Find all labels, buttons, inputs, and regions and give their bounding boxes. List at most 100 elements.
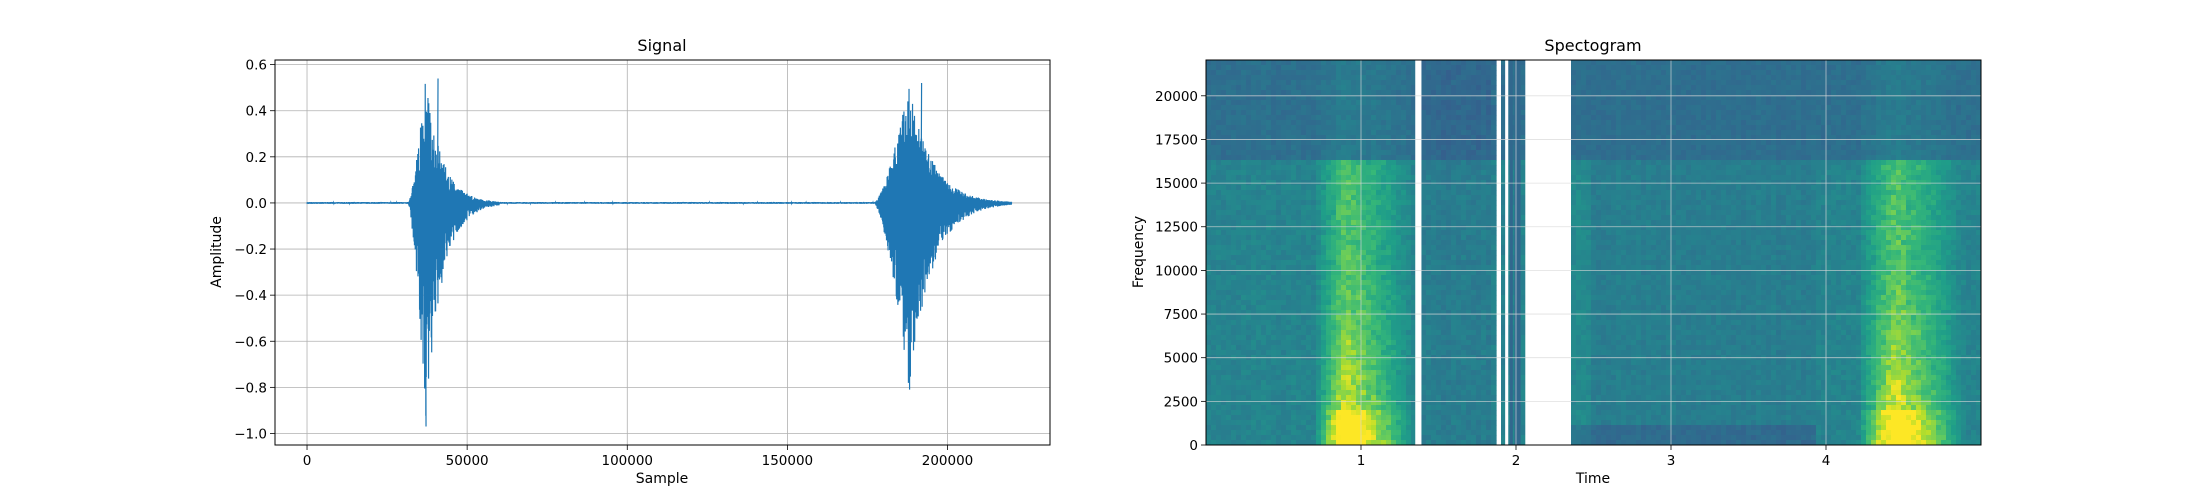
spectrogram-cell: [1351, 300, 1357, 306]
spectrogram-cell: [1286, 370, 1292, 376]
spectrogram-cell: [1506, 205, 1512, 211]
spectrogram-cell: [1281, 70, 1287, 76]
spectrogram-cell: [1376, 285, 1382, 291]
spectrogram-cell: [1421, 365, 1427, 371]
spectrogram-cell: [1341, 320, 1347, 326]
spectrogram-cell: [1321, 160, 1327, 166]
spectrogram-cell: [1366, 400, 1372, 406]
spectrogram-cell: [1521, 400, 1527, 406]
spectrogram-cell: [1326, 200, 1332, 206]
spectrogram-cell: [1216, 400, 1222, 406]
spectrogram-cell: [1501, 325, 1507, 331]
spectrogram-cell: [1311, 325, 1317, 331]
spectrogram-cell: [1281, 330, 1287, 336]
spectrogram-cell: [1326, 65, 1332, 71]
spectrogram-cell: [1206, 90, 1212, 96]
spectrogram-cell: [1331, 420, 1337, 426]
spectrogram-cell: [1316, 265, 1322, 271]
spectrogram-cell: [1321, 345, 1327, 351]
spectrogram-cell: [1361, 65, 1367, 71]
spectrogram-cell: [1231, 200, 1237, 206]
spectrogram-cell: [1376, 225, 1382, 231]
spectrogram-cell: [1326, 115, 1332, 121]
spectrogram-cell: [1381, 275, 1387, 281]
spectrogram-cell: [1356, 435, 1362, 441]
spectrogram-cell: [1371, 210, 1377, 216]
spectrogram-cell: [1226, 80, 1232, 86]
spectrogram-cell: [1251, 60, 1257, 66]
spectrogram-cell: [1426, 345, 1432, 351]
spectrogram-cell: [1376, 440, 1382, 445]
spectrogram-cell: [1371, 135, 1377, 141]
spectrogram-cell: [1381, 140, 1387, 146]
spectrogram-cell: [1371, 90, 1377, 96]
spectrogram-cell: [1321, 290, 1327, 296]
spectrogram-cell: [1471, 135, 1477, 141]
spectrogram-cell: [1386, 425, 1392, 431]
spectrogram-cell: [1506, 65, 1512, 71]
spectrogram-cell: [1401, 185, 1407, 191]
spectrogram-cell: [1491, 155, 1497, 161]
spectrogram-cell: [1306, 210, 1312, 216]
spectrogram-cell: [1391, 205, 1397, 211]
spectrogram-cell: [1521, 380, 1527, 386]
spectrogram-cell: [1286, 420, 1292, 426]
spectrogram-cell: [1476, 185, 1482, 191]
spectrogram-cell: [1576, 105, 1582, 111]
spectrogram-cell: [1486, 345, 1492, 351]
spectrogram-cell: [1261, 70, 1267, 76]
spectrogram-cell: [1356, 105, 1362, 111]
spectrogram-cell: [1451, 340, 1457, 346]
spectrogram-cell: [1281, 285, 1287, 291]
spectrogram-cell: [1461, 110, 1467, 116]
spectrogram-cell: [1466, 360, 1472, 366]
spectrogram-cell: [1406, 135, 1412, 141]
spectrogram-cell: [1266, 320, 1272, 326]
spectrogram-cell: [1421, 205, 1427, 211]
spectrogram-cell: [1251, 415, 1257, 421]
spectrogram-cell: [1366, 185, 1372, 191]
spectrogram-cell: [1321, 310, 1327, 316]
spectrogram-cell: [1486, 360, 1492, 366]
spectrogram-cell: [1271, 205, 1277, 211]
spectrogram-cell: [1466, 310, 1472, 316]
spectrogram-cell: [1451, 85, 1457, 91]
spectrogram-cell: [1406, 85, 1412, 91]
spectrogram-cell: [1351, 345, 1357, 351]
spectrogram-cell: [1211, 105, 1217, 111]
spectrogram-cell: [1271, 95, 1277, 101]
spectrogram-cell: [1486, 215, 1492, 221]
spectrogram-cell: [1366, 250, 1372, 256]
spectrogram-cell: [1341, 375, 1347, 381]
spectrogram-cell: [1501, 385, 1507, 391]
spectrogram-cell: [1376, 360, 1382, 366]
spectrogram-cell: [1406, 395, 1412, 401]
spectrogram-cell: [1321, 350, 1327, 356]
spectrogram-cell: [1356, 190, 1362, 196]
spectrogram-cell: [1481, 130, 1487, 136]
spectrogram-cell: [1431, 310, 1437, 316]
spectrogram-cell: [1351, 105, 1357, 111]
spectrogram-cell: [1576, 245, 1582, 251]
spectrogram-cell: [1206, 120, 1212, 126]
spectrogram-cell: [1256, 225, 1262, 231]
spectrogram-cell: [1371, 345, 1377, 351]
spectrogram-cell: [1366, 365, 1372, 371]
spectrogram-cell: [1446, 145, 1452, 151]
spectrogram-cell: [1406, 360, 1412, 366]
spectrogram-cell: [1506, 295, 1512, 301]
spectrogram-cell: [1286, 125, 1292, 131]
spectrogram-cell: [1216, 185, 1222, 191]
spectrogram-cell: [1206, 225, 1212, 231]
spectrogram-cell: [1311, 365, 1317, 371]
spectrogram-cell: [1571, 350, 1577, 356]
spectrogram-cell: [1261, 350, 1267, 356]
spectrogram-cell: [1451, 215, 1457, 221]
spectrogram-cell: [1391, 405, 1397, 411]
spectrogram-cell: [1341, 435, 1347, 441]
spectrogram-cell: [1291, 270, 1297, 276]
spectrogram-cell: [1241, 225, 1247, 231]
spectrogram-cell: [1401, 350, 1407, 356]
spectrogram-cell: [1511, 135, 1517, 141]
spectrogram-cell: [1521, 140, 1527, 146]
